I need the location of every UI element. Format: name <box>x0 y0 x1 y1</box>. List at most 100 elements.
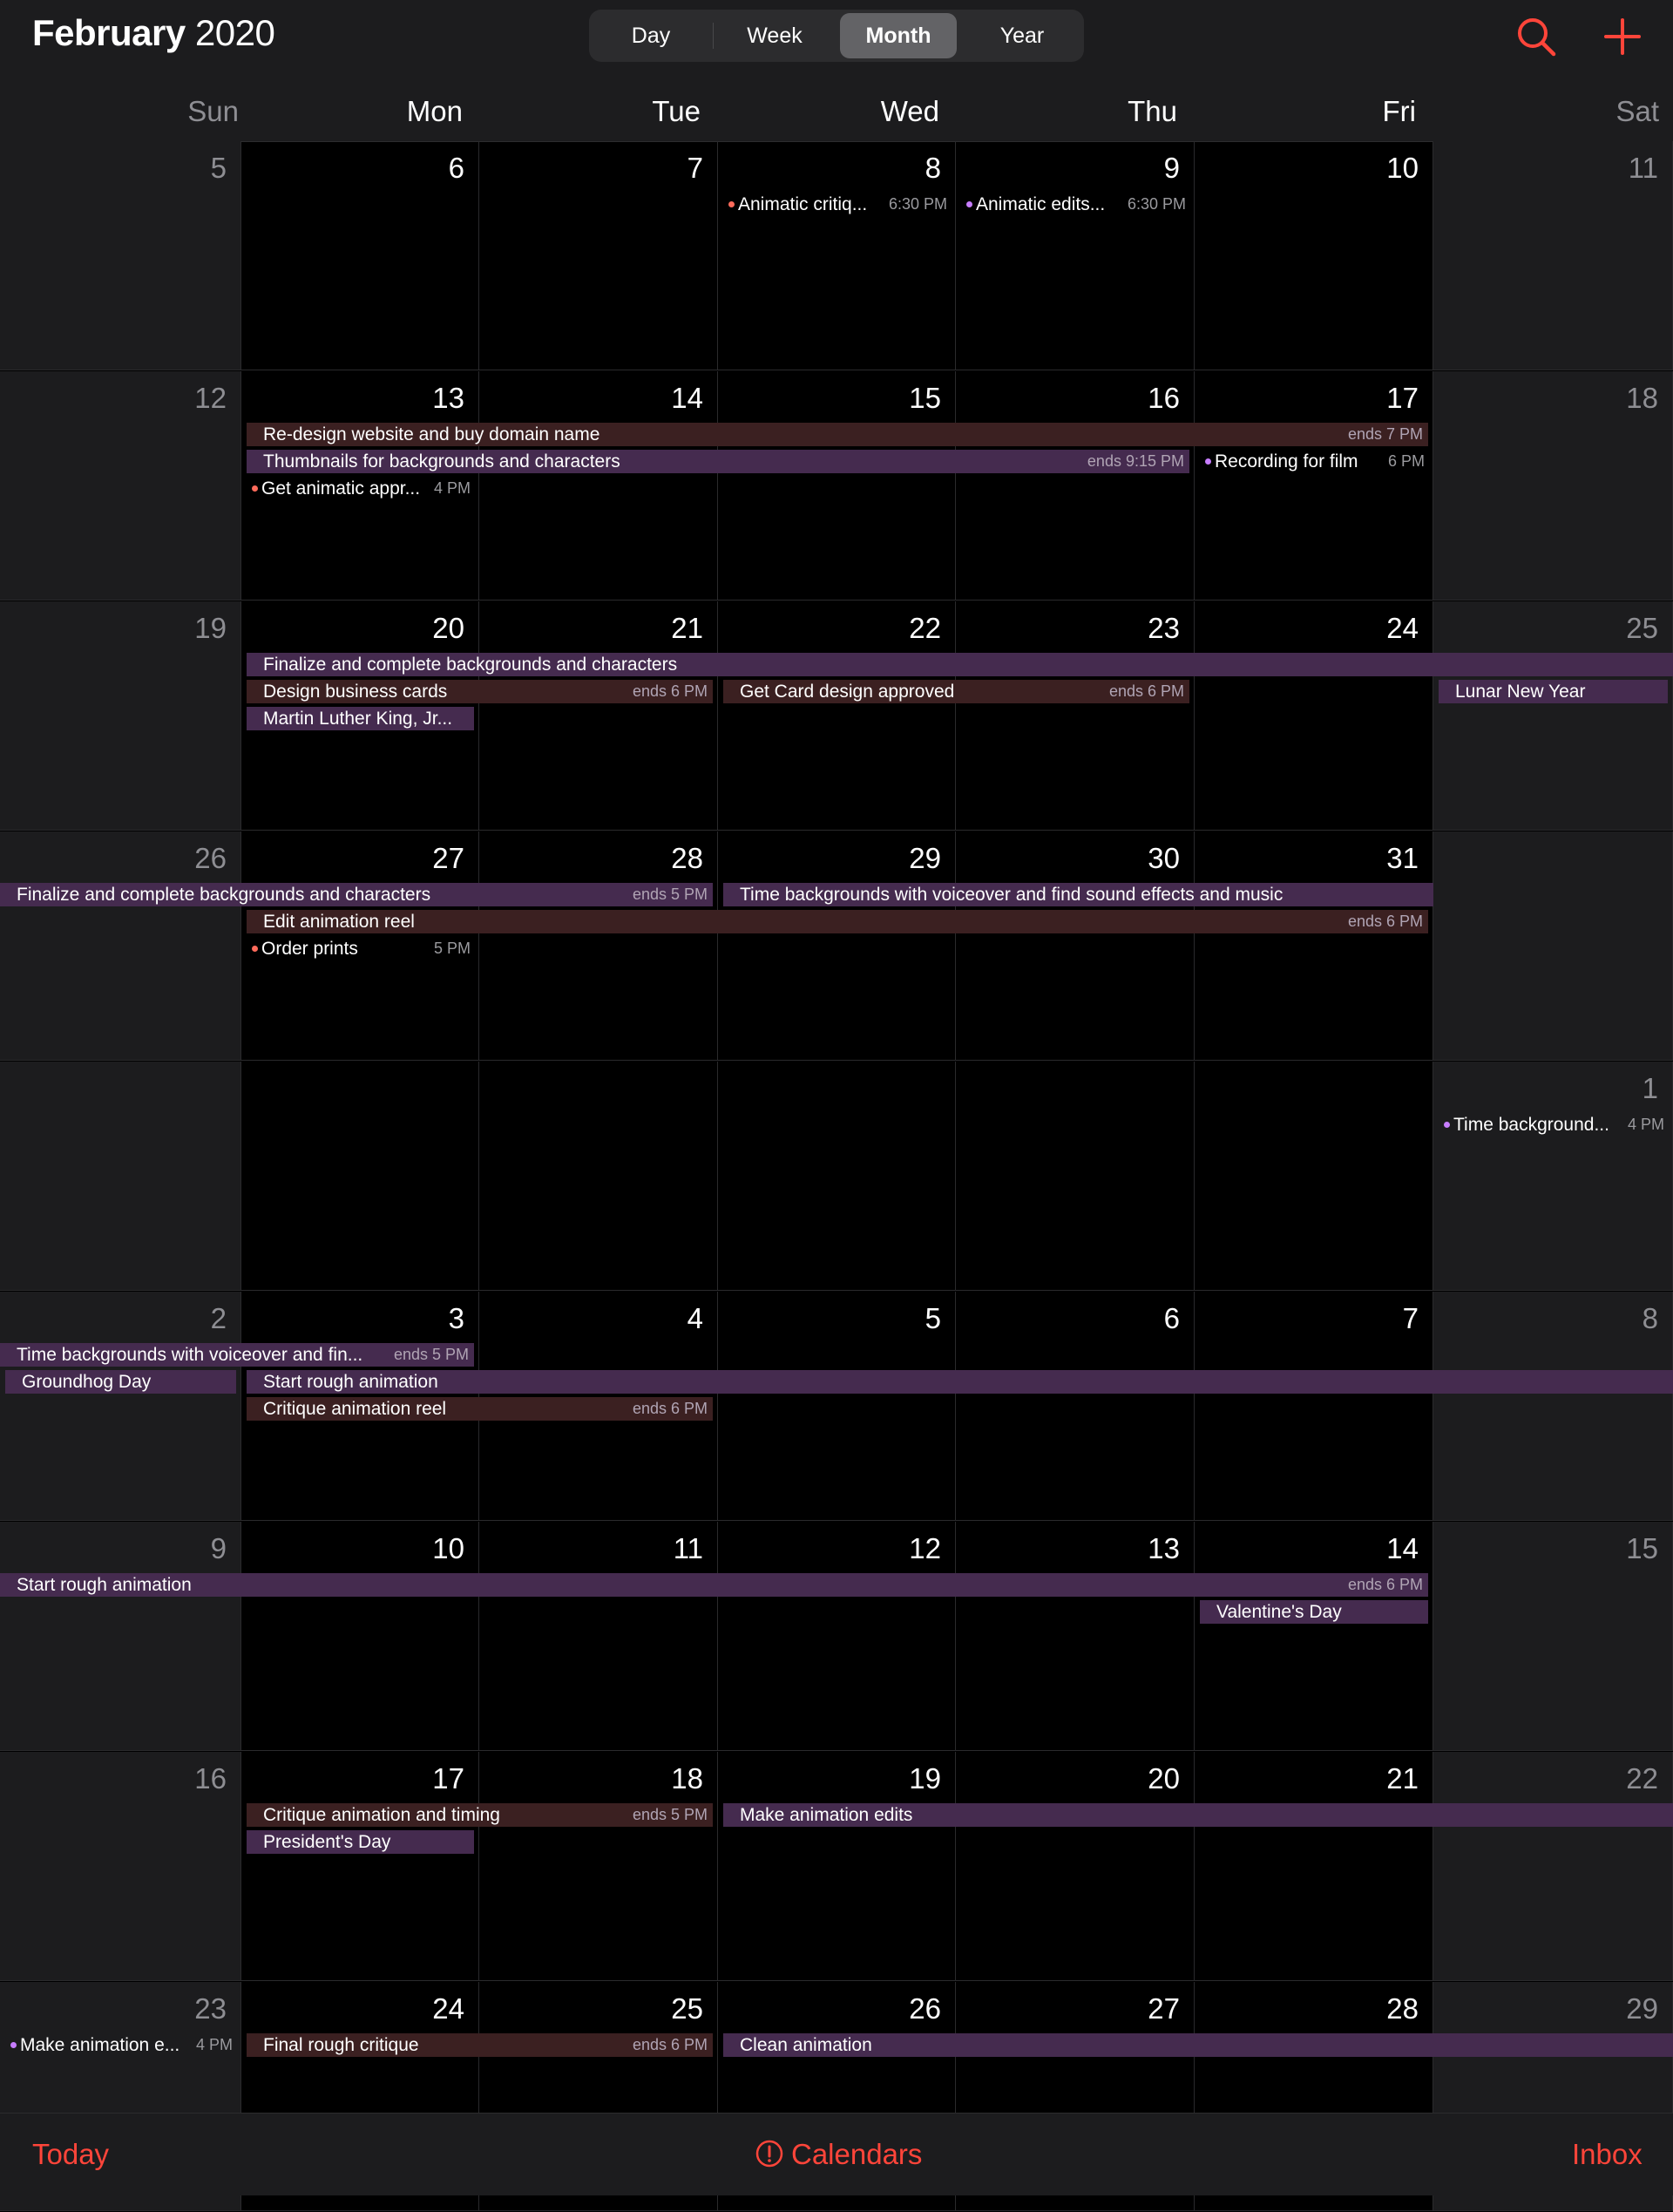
timed-event[interactable]: Get animatic appr... 4 PM <box>245 477 476 500</box>
multiday-event-bar[interactable]: Start rough animation <box>247 1370 1673 1394</box>
day-cell[interactable]: 5 <box>0 141 241 370</box>
multiday-event-bar[interactable]: Make animation edits <box>723 1803 1673 1827</box>
day-cell[interactable]: 11 <box>479 1522 718 1751</box>
day-cell[interactable]: 10 <box>1195 141 1433 370</box>
multiday-event-bar[interactable]: Time backgrounds with voiceover and find… <box>723 883 1433 906</box>
day-cell[interactable] <box>241 1062 479 1291</box>
timed-event[interactable]: Order prints 5 PM <box>245 937 476 960</box>
day-cell[interactable]: 14 <box>1195 1522 1433 1751</box>
day-cell[interactable]: 17 <box>241 1752 479 1981</box>
event-end-time: ends 6 PM <box>632 1400 708 1417</box>
day-cell[interactable]: 19 <box>0 601 241 831</box>
day-cell[interactable]: 1 <box>1433 1062 1673 1291</box>
timed-event[interactable]: Recording for film 6 PM <box>1198 450 1430 473</box>
day-cell[interactable]: 16 <box>0 1752 241 1981</box>
event-title: Make animation e... <box>20 2035 180 2055</box>
timed-event[interactable]: Animatic critiq... 6:30 PM <box>721 193 952 216</box>
day-cell[interactable]: 5 <box>718 1292 956 1521</box>
segment-day[interactable]: Day <box>631 24 671 48</box>
multiday-event-bar[interactable]: Design business cards ends 6 PM <box>247 680 713 703</box>
segment-year[interactable]: Year <box>999 24 1045 48</box>
day-cell[interactable]: 6 <box>956 1292 1195 1521</box>
day-cell[interactable]: 25 <box>1433 601 1673 831</box>
day-cell[interactable]: 18 <box>479 1752 718 1981</box>
day-cell[interactable]: 22 <box>718 601 956 831</box>
day-cell[interactable]: 30 <box>956 831 1195 1061</box>
multiday-event-bar[interactable]: Finalize and complete backgrounds and ch… <box>247 653 1673 676</box>
day-cell[interactable]: 9 <box>0 1522 241 1751</box>
day-cell[interactable]: 26 <box>0 831 241 1061</box>
calendar-dot-icon <box>252 485 258 492</box>
timed-event[interactable]: Time background... 4 PM <box>1437 1113 1670 1137</box>
segment-week[interactable]: Week <box>747 24 803 48</box>
day-cell[interactable]: 23 <box>956 601 1195 831</box>
day-cell[interactable]: 20 <box>241 601 479 831</box>
day-cell[interactable]: 18 <box>1433 371 1673 600</box>
day-cell[interactable]: 17 <box>1195 371 1433 600</box>
day-cell[interactable]: 12 <box>718 1522 956 1751</box>
day-cell[interactable]: 22 <box>1433 1752 1673 1981</box>
event-title: Start rough animation <box>263 1372 438 1392</box>
today-button[interactable]: Today <box>32 2138 110 2170</box>
multiday-event-bar[interactable]: Critique animation and timing ends 5 PM <box>247 1803 713 1827</box>
day-number: 21 <box>671 612 703 644</box>
day-cell[interactable]: 19 <box>718 1752 956 1981</box>
day-number: 28 <box>671 842 703 874</box>
search-icon[interactable] <box>1512 12 1561 61</box>
multiday-event-bar[interactable]: Groundhog Day <box>5 1370 236 1394</box>
day-cell[interactable]: 9 <box>956 141 1195 370</box>
day-cell[interactable]: 8 <box>1433 1292 1673 1521</box>
day-cell[interactable]: 31 <box>1195 831 1433 1061</box>
event-title: Valentine's Day <box>1216 1602 1342 1622</box>
multiday-event-bar[interactable]: Final rough critique ends 6 PM <box>247 2033 713 2057</box>
day-cell[interactable]: 21 <box>479 601 718 831</box>
day-cell[interactable]: 14 <box>479 371 718 600</box>
inbox-button[interactable]: Inbox <box>1572 2138 1643 2170</box>
day-cell[interactable] <box>1195 1062 1433 1291</box>
day-cell[interactable]: 7 <box>1195 1292 1433 1521</box>
multiday-event-bar[interactable]: Valentine's Day <box>1200 1600 1428 1624</box>
multiday-event-bar[interactable]: Time backgrounds with voiceover and fin.… <box>0 1343 474 1367</box>
day-cell[interactable]: 6 <box>241 141 479 370</box>
multiday-event-bar[interactable]: Get Card design approved ends 6 PM <box>723 680 1189 703</box>
day-cell[interactable] <box>718 1062 956 1291</box>
day-cell[interactable]: 21 <box>1195 1752 1433 1981</box>
multiday-event-bar[interactable]: Start rough animation ends 6 PM <box>0 1573 1428 1597</box>
multiday-event-bar[interactable]: Re-design website and buy domain name end… <box>247 423 1428 446</box>
day-cell[interactable]: 28 <box>479 831 718 1061</box>
day-cell[interactable]: 13 <box>241 371 479 600</box>
add-event-icon[interactable] <box>1598 12 1647 61</box>
multiday-event-bar[interactable]: Clean animation <box>723 2033 1673 2057</box>
day-cell[interactable]: 4 <box>479 1292 718 1521</box>
day-cell[interactable] <box>1433 831 1673 1061</box>
calendars-button[interactable]: Calendars <box>755 2138 922 2175</box>
segment-month[interactable]: Month <box>840 13 957 58</box>
day-cell[interactable]: 11 <box>1433 141 1673 370</box>
multiday-event-bar[interactable]: Finalize and complete backgrounds and ch… <box>0 883 713 906</box>
multiday-event-bar[interactable]: Lunar New Year <box>1439 680 1668 703</box>
day-cell[interactable]: 8 <box>718 141 956 370</box>
day-cell[interactable]: 20 <box>956 1752 1195 1981</box>
day-cell[interactable]: 15 <box>1433 1522 1673 1751</box>
day-cell[interactable] <box>956 1062 1195 1291</box>
day-cell[interactable]: 24 <box>1195 601 1433 831</box>
day-cell[interactable] <box>0 1062 241 1291</box>
day-cell[interactable]: 16 <box>956 371 1195 600</box>
day-number: 19 <box>909 1762 941 1795</box>
day-cell[interactable]: 2 <box>0 1292 241 1521</box>
day-cell[interactable]: 15 <box>718 371 956 600</box>
multiday-event-bar[interactable]: Martin Luther King, Jr... <box>247 707 474 730</box>
day-cell[interactable]: 27 <box>241 831 479 1061</box>
day-cell[interactable]: 10 <box>241 1522 479 1751</box>
multiday-event-bar[interactable]: Edit animation reel ends 6 PM <box>247 910 1428 933</box>
multiday-event-bar[interactable]: Critique animation reel ends 6 PM <box>247 1397 713 1421</box>
day-cell[interactable]: 7 <box>479 141 718 370</box>
multiday-event-bar[interactable]: Thumbnails for backgrounds and character… <box>247 450 1189 473</box>
day-cell[interactable]: 13 <box>956 1522 1195 1751</box>
timed-event[interactable]: Make animation e... 4 PM <box>3 2033 238 2057</box>
multiday-event-bar[interactable]: President's Day <box>247 1830 474 1854</box>
day-cell[interactable] <box>479 1062 718 1291</box>
day-cell[interactable]: 12 <box>0 371 241 600</box>
day-cell[interactable]: 29 <box>718 831 956 1061</box>
timed-event[interactable]: Animatic edits... 6:30 PM <box>959 193 1191 216</box>
